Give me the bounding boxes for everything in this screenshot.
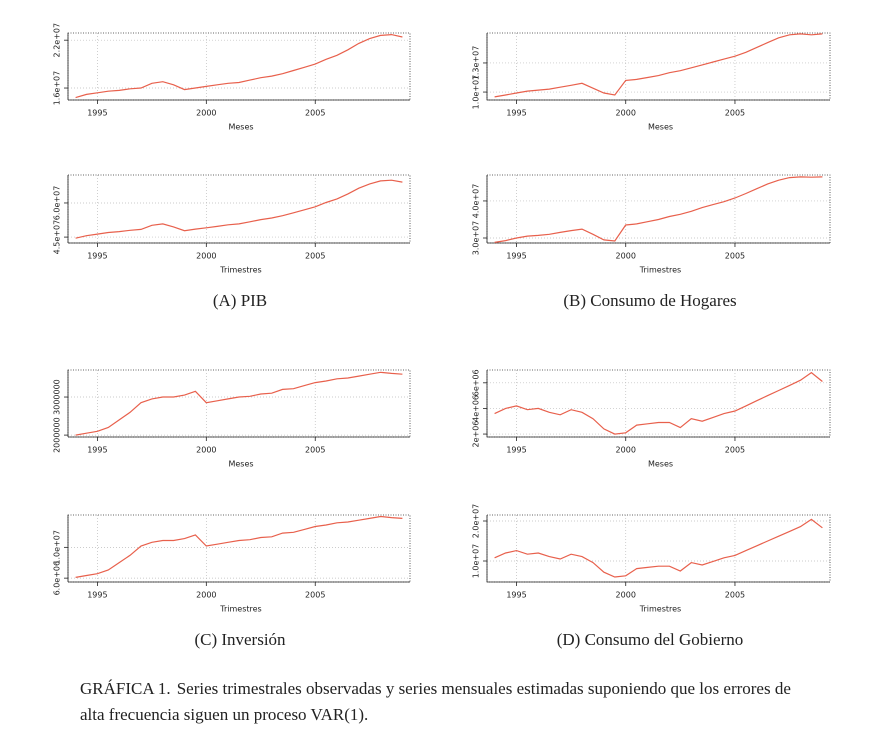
y-tick-label: 2e+06 <box>472 421 481 448</box>
y-tick-label: 3.0e+07 <box>472 221 481 256</box>
x-tick-label: 1995 <box>87 446 107 455</box>
x-tick-label: 2005 <box>725 109 745 118</box>
x-axis-label: Meses <box>648 123 673 132</box>
series-line <box>494 176 823 243</box>
panel-caption: (C) Inversión <box>194 630 286 649</box>
series-line <box>494 518 823 578</box>
x-tick-label: 1995 <box>506 591 526 600</box>
plot-frame <box>67 514 411 583</box>
x-tick-label: 1995 <box>506 446 526 455</box>
y-tick-label: 1.0e+07 <box>472 75 481 110</box>
y-tick-label: 1.0e+07 <box>53 530 62 565</box>
x-tick-label: 1995 <box>87 591 107 600</box>
x-tick-label: 2000 <box>196 252 216 261</box>
y-tick-label: 1.3e+07 <box>472 46 481 81</box>
x-tick-label: 2005 <box>725 446 745 455</box>
panel-caption: (D) Consumo del Gobierno <box>557 630 744 649</box>
y-tick-label: 6.0e+06 <box>53 561 62 596</box>
x-tick-label: 2005 <box>305 109 325 118</box>
y-tick-label: 2.2e+07 <box>53 23 62 58</box>
y-tick-label: 2000000 <box>53 417 62 453</box>
x-tick-label: 2000 <box>616 109 636 118</box>
series-line <box>75 515 403 578</box>
y-tick-label: 2.0e+07 <box>472 504 481 539</box>
y-tick-label: 4.5e+07 <box>53 220 62 255</box>
series-line <box>494 33 823 98</box>
plot-frame <box>486 369 831 438</box>
y-tick-label: 4e+06 <box>472 395 481 422</box>
plot-frame <box>67 174 411 244</box>
series-line <box>75 179 403 239</box>
x-axis-label: Trimestres <box>219 605 261 614</box>
x-tick-label: 2005 <box>725 252 745 261</box>
x-tick-label: 2005 <box>305 591 325 600</box>
x-tick-label: 1995 <box>87 252 107 261</box>
x-axis-label: Trimestres <box>219 266 261 275</box>
x-tick-label: 2005 <box>305 252 325 261</box>
x-tick-label: 1995 <box>506 109 526 118</box>
x-tick-label: 2000 <box>196 109 216 118</box>
y-tick-label: 4.0e+07 <box>472 184 481 219</box>
plot-frame <box>486 514 831 583</box>
x-tick-label: 2000 <box>616 446 636 455</box>
y-tick-label: 1.6e+07 <box>53 71 62 106</box>
x-axis-label: Meses <box>228 460 253 469</box>
series-line <box>75 371 403 436</box>
plot-frame <box>67 369 411 438</box>
x-axis-label: Trimestres <box>639 605 681 614</box>
x-tick-label: 2000 <box>616 252 636 261</box>
x-tick-label: 1995 <box>87 109 107 118</box>
x-axis-label: Meses <box>648 460 673 469</box>
caption-label: GRÁFICA 1. <box>80 679 171 698</box>
y-tick-label: 1.0e+07 <box>472 544 481 579</box>
x-axis-label: Trimestres <box>639 266 681 275</box>
caption-text: Series trimestrales observadas y series … <box>80 679 791 724</box>
series-line <box>494 371 823 435</box>
panel-caption: (A) PIB <box>213 291 267 310</box>
x-tick-label: 2005 <box>305 446 325 455</box>
series-line <box>75 33 403 99</box>
panel-caption: (B) Consumo de Hogares <box>563 291 736 310</box>
x-tick-label: 2000 <box>196 446 216 455</box>
x-axis-label: Meses <box>228 123 253 132</box>
x-tick-label: 1995 <box>506 252 526 261</box>
x-tick-label: 2005 <box>725 591 745 600</box>
y-tick-label: 3000000 <box>53 379 62 415</box>
figure-caption: GRÁFICA 1. Series trimestrales observadas… <box>80 676 800 728</box>
x-tick-label: 2000 <box>196 591 216 600</box>
x-tick-label: 2000 <box>616 591 636 600</box>
y-tick-label: 6e+06 <box>472 369 481 396</box>
y-tick-label: 6.0e+07 <box>53 186 62 221</box>
plot-frame <box>486 174 831 244</box>
